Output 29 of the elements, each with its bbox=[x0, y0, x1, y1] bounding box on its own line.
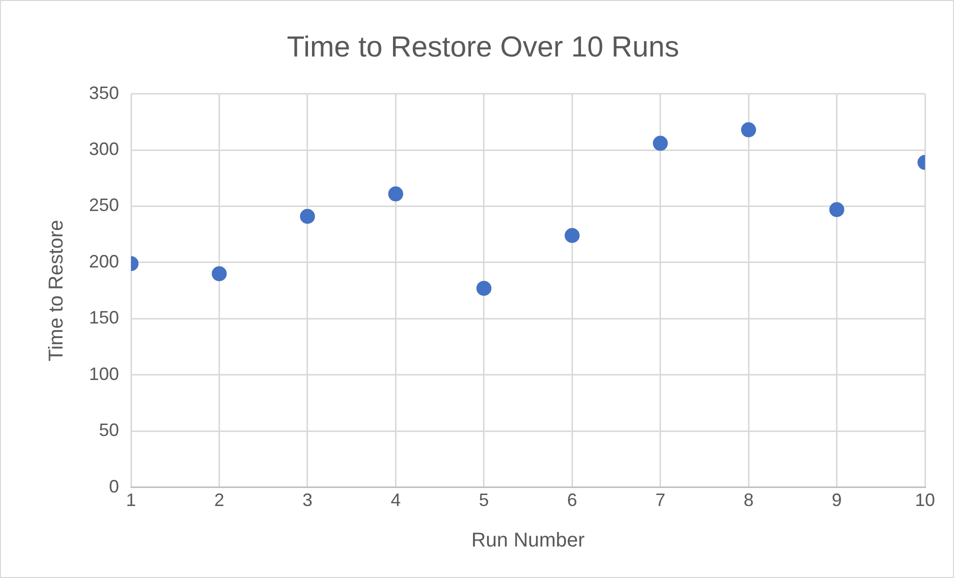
x-tick-label: 2 bbox=[214, 490, 224, 510]
point bbox=[564, 228, 580, 243]
x-tick-label: 9 bbox=[832, 490, 842, 510]
x-tick-label: 1 bbox=[126, 490, 136, 510]
point bbox=[652, 136, 668, 151]
y-tick-label: 200 bbox=[88, 251, 120, 272]
point bbox=[829, 202, 844, 218]
point bbox=[741, 122, 756, 138]
x-axis-title: Run Number bbox=[471, 530, 586, 552]
x-tick-label: 8 bbox=[744, 490, 754, 510]
y-tick-label: 100 bbox=[88, 364, 120, 384]
y-tick-label: 300 bbox=[88, 138, 120, 159]
x-tick-label: 5 bbox=[478, 490, 489, 510]
x-tick-label: 10 bbox=[914, 490, 936, 510]
x-tick-label: 6 bbox=[567, 490, 578, 510]
x-tick-label: 3 bbox=[302, 490, 312, 510]
x-tick-label: 7 bbox=[655, 490, 666, 510]
y-tick-label: 250 bbox=[88, 195, 120, 216]
point bbox=[476, 280, 492, 296]
y-tick-label: 350 bbox=[88, 82, 120, 103]
point bbox=[388, 186, 404, 202]
point bbox=[300, 208, 315, 224]
y-tick-label: 0 bbox=[109, 476, 120, 496]
y-tick-label: 150 bbox=[88, 308, 120, 328]
chart-title: Time to Restore Over 10 Runs bbox=[286, 31, 680, 64]
y-tick-label: 50 bbox=[99, 420, 120, 440]
point bbox=[212, 266, 227, 282]
y-axis-title: Time to Restore bbox=[46, 220, 68, 362]
x-tick-label: 4 bbox=[390, 490, 401, 510]
